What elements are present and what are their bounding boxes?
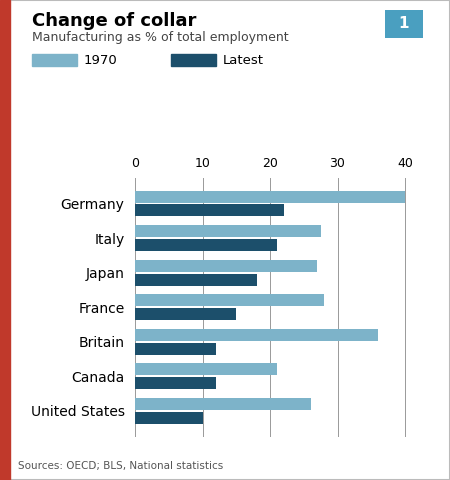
Bar	[135, 343, 216, 355]
Bar	[135, 329, 378, 341]
Text: Sources: OECD; BLS, National statistics: Sources: OECD; BLS, National statistics	[18, 461, 223, 471]
Text: 1: 1	[399, 16, 409, 32]
Bar	[135, 294, 324, 306]
Bar	[135, 239, 277, 251]
Bar	[135, 204, 284, 216]
Text: Change of collar: Change of collar	[32, 12, 196, 30]
Text: Latest: Latest	[223, 53, 264, 67]
Text: Manufacturing as % of total employment: Manufacturing as % of total employment	[32, 31, 288, 44]
Bar	[135, 398, 310, 410]
Bar	[135, 377, 216, 389]
Bar	[135, 412, 202, 424]
Bar	[135, 225, 320, 237]
Bar	[135, 191, 405, 203]
Bar	[135, 274, 256, 286]
Text: 1970: 1970	[83, 53, 117, 67]
Bar	[135, 308, 236, 320]
Bar	[135, 363, 277, 375]
Bar	[135, 260, 317, 272]
